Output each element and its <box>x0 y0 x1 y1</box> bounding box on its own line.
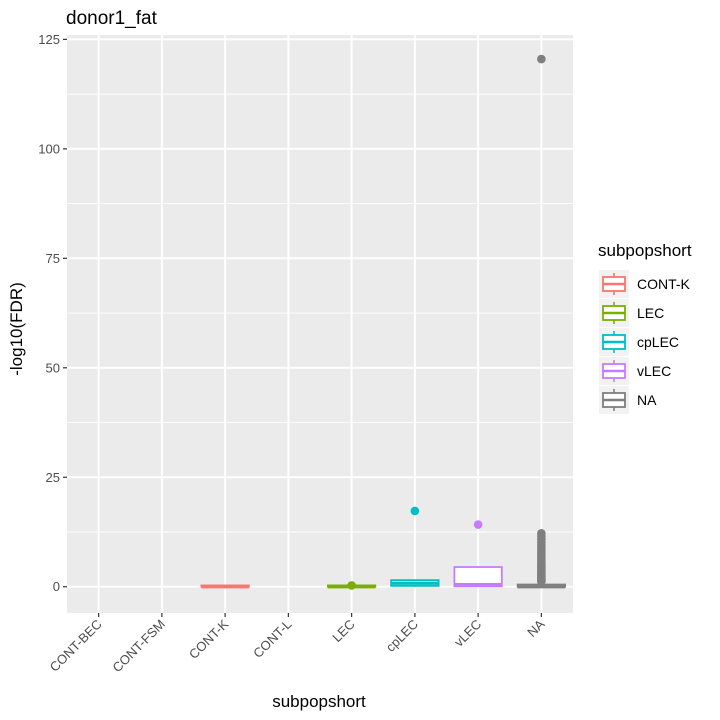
y-tick-label: 100 <box>38 141 60 156</box>
legend-entry-vlec: vLEC <box>599 357 671 385</box>
legend-label: LEC <box>637 305 664 321</box>
outlier-point <box>537 54 546 64</box>
outlier-point <box>537 577 546 586</box>
plot-panel <box>67 35 573 613</box>
outlier-point <box>347 581 356 590</box>
box-cplec <box>390 506 440 587</box>
x-tick-label: CONT-L <box>250 617 294 661</box>
box-cont-k <box>200 584 250 589</box>
box-body <box>453 566 503 588</box>
outlier-point <box>410 506 420 516</box>
legend: subpopshort CONT-K LEC cpLEC vLEC NA <box>598 241 692 414</box>
box-lec <box>327 581 377 590</box>
x-axis-title: subpopshort <box>272 692 366 711</box>
x-axis: CONT-BEC CONT-FSM CONT-K CONT-L LEC cpLEC vLEC… <box>47 613 548 675</box>
x-tick-label: LEC <box>329 617 357 645</box>
x-tick-label: NA <box>524 616 548 640</box>
x-tick-label: cpLEC <box>383 617 421 655</box>
y-tick-label: 25 <box>46 470 60 485</box>
y-tick-label: 0 <box>53 579 60 594</box>
x-tick-label: CONT-K <box>186 616 232 662</box>
y-tick-label: 75 <box>46 251 60 266</box>
legend-entry-cont-k: CONT-K <box>599 270 691 298</box>
legend-entry-lec: LEC <box>599 299 664 327</box>
outlier-point <box>473 520 483 529</box>
chart-title: donor1_fat <box>66 8 158 29</box>
legend-entry-na: NA <box>599 386 657 414</box>
box-na <box>516 54 566 589</box>
y-axis: 0 25 50 75 100 125 <box>38 32 67 594</box>
legend-label: vLEC <box>637 363 671 379</box>
box-vlec <box>453 520 503 588</box>
x-tick-label: CONT-FSM <box>109 617 168 676</box>
legend-entry-cplec: cpLEC <box>599 328 679 356</box>
y-axis-title: -log10(FDR) <box>7 282 26 376</box>
x-tick-label: CONT-BEC <box>47 617 105 675</box>
legend-label: CONT-K <box>637 276 691 292</box>
y-tick-label: 50 <box>46 360 60 375</box>
x-tick-label: vLEC <box>451 617 484 650</box>
panel-background <box>67 35 573 613</box>
legend-title: subpopshort <box>598 241 692 260</box>
legend-label: NA <box>637 392 657 408</box>
y-tick-label: 125 <box>38 32 60 47</box>
legend-label: cpLEC <box>637 334 679 350</box>
